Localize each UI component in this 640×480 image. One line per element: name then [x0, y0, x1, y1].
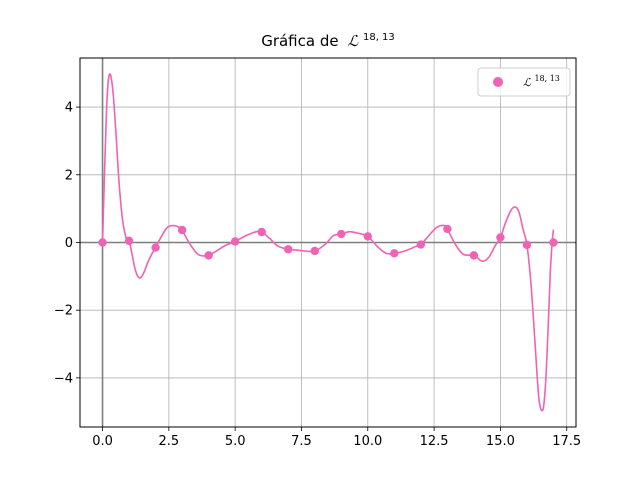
chart-title: Gráfica de ℒ 18, 13 [261, 32, 395, 50]
data-point [257, 227, 266, 237]
ticks-layer: 0.0 2.5 5.0 7.5 10.0 12.5 15.0 17.5 −4 −2 0 2 4 [54, 101, 581, 449]
data-point [98, 238, 107, 247]
data-point [124, 236, 134, 246]
x-tick-label: 10.0 [353, 434, 382, 449]
data-point [204, 251, 213, 260]
data-point [151, 243, 160, 252]
data-point [177, 225, 187, 235]
y-tick-label: −4 [54, 371, 73, 386]
x-tick-label: 12.5 [420, 434, 449, 449]
x-tick-label: 17.5 [552, 434, 581, 449]
data-point [496, 233, 505, 242]
legend-label-symbol: ℒ [523, 76, 532, 89]
y-tick-label: 0 [65, 236, 73, 251]
x-tick-label: 7.5 [291, 434, 312, 449]
legend-label-superscript: 18, 13 [534, 74, 559, 83]
legend-marker [493, 77, 503, 87]
data-point [363, 232, 372, 241]
x-tick-label: 15.0 [486, 434, 515, 449]
chart-title-text: Gráfica de [261, 32, 338, 50]
legend: ℒ 18, 13 [477, 67, 571, 97]
data-point [443, 224, 452, 234]
data-point [230, 237, 240, 246]
data-point [390, 249, 399, 258]
legend-box [477, 67, 571, 97]
x-tick-label: 5.0 [225, 434, 246, 449]
data-point [284, 245, 293, 254]
data-point [310, 246, 319, 256]
chart-title-superscript: 18, 13 [363, 32, 395, 43]
data-point [522, 240, 532, 250]
x-tick-label: 2.5 [159, 434, 180, 449]
y-tick-label: 2 [65, 168, 73, 183]
legend-label: ℒ 18, 13 [523, 74, 560, 89]
data-point [469, 251, 479, 260]
series-layer [98, 73, 558, 412]
data-point [337, 229, 346, 239]
chart-title-symbol: ℒ [347, 32, 359, 50]
x-tick-label: 0.0 [92, 434, 113, 449]
y-tick-label: −2 [54, 304, 73, 319]
data-point [549, 238, 558, 247]
y-tick-label: 4 [65, 101, 73, 116]
data-point [416, 240, 426, 249]
